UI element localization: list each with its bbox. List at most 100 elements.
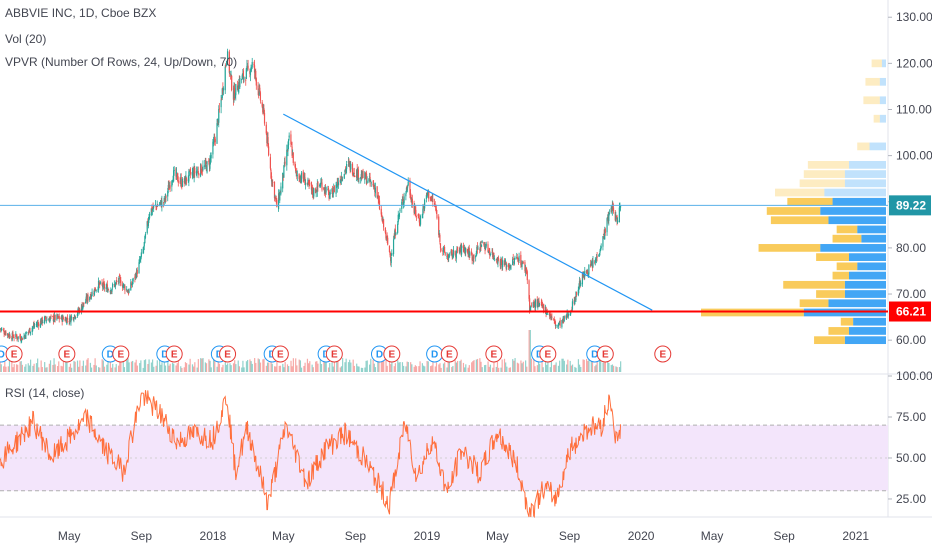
candle-body-213 xyxy=(173,169,175,171)
vpvr-up-23 xyxy=(879,77,886,86)
candle-body-596 xyxy=(488,250,490,252)
candle-body-580 xyxy=(475,253,477,257)
volume-bar-44 xyxy=(35,363,38,372)
rsi-line xyxy=(0,390,621,519)
volume-bar-170 xyxy=(139,363,141,372)
candle-body-258 xyxy=(210,154,212,159)
candle-body-720 xyxy=(590,264,592,266)
vpvr-up-19 xyxy=(849,160,886,169)
candle-body-743 xyxy=(608,212,611,214)
candle-body-373 xyxy=(304,182,307,185)
volume-bar-192 xyxy=(156,360,158,372)
candle-body-391 xyxy=(320,182,322,185)
candle-body-40 xyxy=(32,326,34,329)
candle-body-724 xyxy=(594,261,596,263)
candle-body-503 xyxy=(411,198,413,205)
candle-body-208 xyxy=(169,185,171,189)
volume-bar-196 xyxy=(160,364,162,372)
vpvr-up-0 xyxy=(844,336,886,345)
volume-bar-102 xyxy=(82,360,84,372)
candle-body-658 xyxy=(539,303,541,306)
volume-bar-224 xyxy=(183,367,185,372)
volume-bar-560 xyxy=(459,361,461,372)
volume-bar-586 xyxy=(480,361,482,372)
candle-body-592 xyxy=(485,248,487,250)
event-E-label-10: E xyxy=(277,350,284,361)
volume-bar-330 xyxy=(270,358,272,372)
candle-body-73 xyxy=(58,316,60,320)
volume-bar-36 xyxy=(28,365,31,372)
candle-body-493 xyxy=(403,196,405,204)
volume-bar-212 xyxy=(173,363,175,372)
time-tick-label-5: 2019 xyxy=(414,529,441,543)
candle-body-363 xyxy=(296,175,298,177)
volume-bar-588 xyxy=(481,367,483,372)
volume-bar-472 xyxy=(386,365,388,372)
candle-body-280 xyxy=(229,71,231,73)
candle-body-500 xyxy=(409,192,412,199)
volume-bar-342 xyxy=(279,365,282,372)
candle-body-628 xyxy=(514,257,516,260)
candle-body-295 xyxy=(241,75,243,80)
volume-bar-732 xyxy=(600,360,602,372)
candle-body-549 xyxy=(450,251,452,254)
volume-bar-276 xyxy=(225,364,228,372)
vpvr-up-16 xyxy=(824,188,886,197)
volume-bar-562 xyxy=(460,359,462,372)
vpvr-down-21 xyxy=(873,114,880,123)
volume-bar-24 xyxy=(19,361,21,372)
candle-body-528 xyxy=(432,198,434,202)
candle-body-288 xyxy=(235,83,237,96)
candle-body-324 xyxy=(265,124,267,134)
candle-body-238 xyxy=(194,167,196,174)
candle-body-526 xyxy=(431,196,433,200)
volume-bar-178 xyxy=(144,359,147,372)
candle-body-172 xyxy=(140,256,142,260)
volume-bar-74 xyxy=(60,365,62,372)
event-E-label-16: E xyxy=(446,350,453,361)
candle-body-230 xyxy=(188,171,190,182)
volume-bar-112 xyxy=(90,367,93,372)
event-E-label-14: E xyxy=(388,350,395,361)
volume-bar-118 xyxy=(95,365,97,372)
candle-body-131 xyxy=(106,284,108,293)
volume-bar-590 xyxy=(483,365,486,372)
volume-bar-146 xyxy=(119,360,121,372)
candle-body-29 xyxy=(23,335,25,340)
vpvr-up-11 xyxy=(861,234,886,243)
vpvr-up-15 xyxy=(832,197,886,206)
candle-body-241 xyxy=(197,169,199,171)
volume-bar-554 xyxy=(454,360,456,372)
volume-bar-356 xyxy=(291,366,293,372)
volume-bar-710 xyxy=(582,359,584,372)
volume-bar-316 xyxy=(258,359,260,372)
candle-body-195 xyxy=(159,202,161,204)
candle-body-78 xyxy=(62,317,64,320)
vpvr-down-20 xyxy=(857,142,870,151)
candle-body-341 xyxy=(279,191,281,201)
volume-bar-568 xyxy=(465,364,467,372)
candle-body-231 xyxy=(188,170,191,172)
candle-body-359 xyxy=(294,161,296,167)
candle-body-756 xyxy=(619,205,622,208)
volume-bar-698 xyxy=(571,364,574,372)
candle-body-89 xyxy=(72,317,74,320)
candle-body-115 xyxy=(93,288,96,296)
event-D-label-0: D xyxy=(0,350,5,361)
candle-body-695 xyxy=(570,311,572,315)
event-E-circle-22 xyxy=(654,345,672,363)
support-price-tag-label: 66.21 xyxy=(896,305,926,319)
volume-bar-296 xyxy=(242,360,244,372)
candle-body-389 xyxy=(319,185,321,186)
event-E-circle-17 xyxy=(485,345,503,363)
candle-body-152 xyxy=(123,285,125,287)
volume-bar-360 xyxy=(295,358,297,372)
volume-bar-584 xyxy=(479,358,481,372)
volume-bar-414 xyxy=(339,367,341,372)
volume-bar-428 xyxy=(350,362,352,372)
volume-bar-272 xyxy=(222,364,224,372)
candle-body-32 xyxy=(25,332,27,339)
candle-body-45 xyxy=(36,324,38,326)
candle-body-677 xyxy=(554,321,557,326)
